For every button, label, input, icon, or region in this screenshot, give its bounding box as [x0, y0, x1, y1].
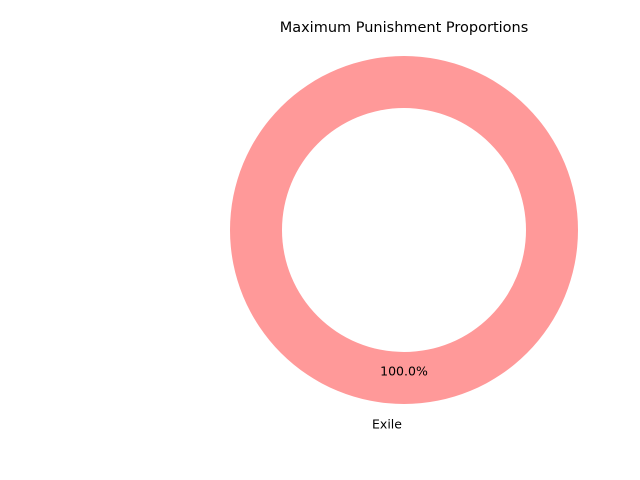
category-label-exile: Exile — [372, 416, 402, 431]
pie-slice-exile — [230, 56, 578, 404]
slices-group — [230, 56, 578, 404]
chart-title: Maximum Punishment Proportions — [280, 20, 529, 36]
labels-group: 100.0% Exile — [372, 364, 428, 432]
percent-label-exile: 100.0% — [380, 364, 428, 379]
